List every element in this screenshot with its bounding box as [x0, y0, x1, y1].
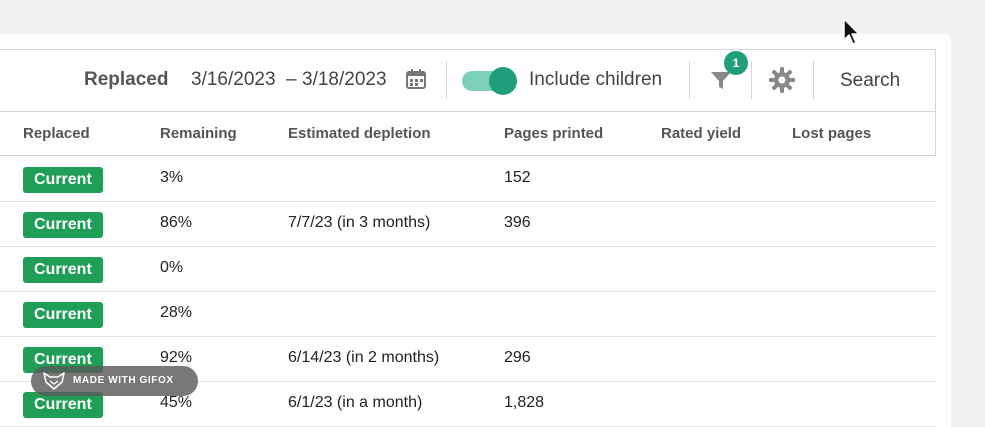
depletion-cell: 6/14/23 (in 2 months)	[288, 349, 440, 366]
calendar-icon[interactable]	[405, 68, 427, 90]
depletion-cell: 6/1/23 (in a month)	[288, 394, 423, 411]
depletion-cell: 7/7/23 (in 3 months)	[288, 214, 431, 231]
filter-icon[interactable]	[709, 68, 733, 92]
table-row[interactable]: Current 86% 7/7/23 (in 3 months) 396	[0, 202, 936, 247]
fox-logo-icon	[43, 372, 65, 390]
date-range-separator: –	[286, 69, 297, 90]
table-header: Replaced Remaining Estimated depletion P…	[0, 112, 936, 156]
watermark-text: MADE WITH GIFOX	[73, 375, 174, 386]
column-header-rated-yield[interactable]: Rated yield	[661, 125, 742, 142]
toolbar: Replaced 3/16/2023 – 3/18/2023 Include c…	[0, 49, 936, 112]
remaining-cell: 28%	[160, 304, 193, 321]
date-to-input[interactable]: 3/18/2023	[302, 69, 387, 90]
column-header-pages-printed[interactable]: Pages printed	[504, 125, 604, 142]
remaining-cell: 3%	[160, 169, 184, 186]
column-header-estimated-depletion[interactable]: Estimated depletion	[288, 125, 431, 142]
status-badge: Current	[23, 167, 103, 193]
remaining-cell: 0%	[160, 259, 184, 276]
include-children-toggle[interactable]	[462, 67, 518, 95]
pages-printed-cell: 396	[504, 214, 531, 231]
status-badge: Current	[23, 392, 103, 418]
replaced-filter-label: Replaced	[84, 69, 169, 90]
pages-printed-cell: 1,828	[504, 394, 545, 411]
toolbar-divider	[813, 61, 814, 99]
filter-count-badge: 1	[724, 51, 748, 75]
column-header-replaced[interactable]: Replaced	[23, 125, 90, 142]
toolbar-divider	[689, 61, 690, 99]
search-button[interactable]: Search	[840, 70, 901, 91]
column-header-remaining[interactable]: Remaining	[160, 125, 237, 142]
toolbar-divider	[446, 61, 447, 99]
status-badge: Current	[23, 212, 103, 238]
status-badge: Current	[23, 302, 103, 328]
mouse-cursor-icon	[843, 18, 860, 45]
pages-printed-cell: 152	[504, 169, 531, 186]
remaining-cell: 92%	[160, 349, 193, 366]
status-badge: Current	[23, 257, 103, 283]
table-row[interactable]: Current 0%	[0, 247, 936, 292]
table-row[interactable]: Current 28%	[0, 292, 936, 337]
gear-icon[interactable]	[768, 66, 796, 94]
remaining-cell: 45%	[160, 394, 193, 411]
gifox-watermark: MADE WITH GIFOX	[31, 366, 198, 396]
include-children-label: Include children	[529, 69, 663, 90]
toolbar-divider	[751, 61, 752, 99]
date-from-input[interactable]: 3/16/2023	[191, 69, 276, 90]
pages-printed-cell: 296	[504, 349, 531, 366]
toggle-knob	[489, 67, 517, 95]
column-header-lost-pages[interactable]: Lost pages	[792, 125, 872, 142]
remaining-cell: 86%	[160, 214, 193, 231]
table-row[interactable]: Current 3% 152	[0, 157, 936, 202]
